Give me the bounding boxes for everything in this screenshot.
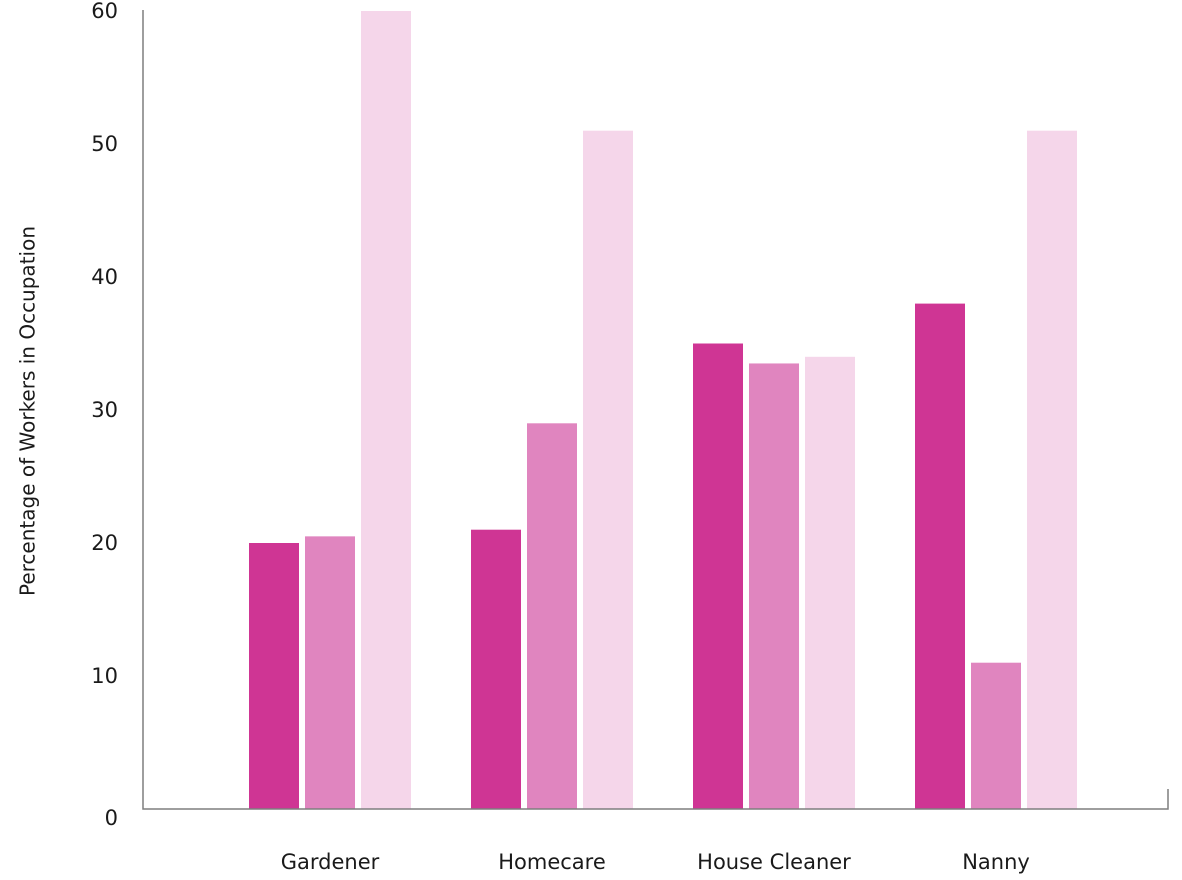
y-tick-label: 30 xyxy=(91,398,118,422)
bar-homecare-series-1 xyxy=(471,529,521,809)
x-tick-label: Gardener xyxy=(281,850,380,874)
y-tick-label: 20 xyxy=(91,531,118,555)
y-tick-labels: 0 10 20 30 40 50 60 xyxy=(91,0,118,830)
bar-gardener-series-1 xyxy=(249,543,299,809)
bar-gardener-series-3 xyxy=(361,11,411,809)
y-axis-title: Percentage of Workers in Occupation xyxy=(16,226,40,596)
bar-house-cleaner-series-3 xyxy=(805,356,855,809)
y-tick-label: 50 xyxy=(91,132,118,156)
axis-frame xyxy=(142,10,1169,810)
y-tick-label: 10 xyxy=(91,664,118,688)
y-tick-label: 40 xyxy=(91,265,118,289)
y-tick-label: 60 xyxy=(91,0,118,23)
x-tick-label: House Cleaner xyxy=(697,850,851,874)
bars-group xyxy=(249,11,1077,809)
bar-homecare-series-3 xyxy=(583,130,633,809)
bar-gardener-series-2 xyxy=(305,536,355,809)
bar-house-cleaner-series-1 xyxy=(693,343,743,809)
bar-nanny-series-2 xyxy=(971,662,1021,809)
x-tick-label: Nanny xyxy=(962,850,1030,874)
x-tick-label: Homecare xyxy=(498,850,606,874)
bar-nanny-series-3 xyxy=(1027,130,1077,809)
y-tick-label: 0 xyxy=(105,806,118,830)
bar-nanny-series-1 xyxy=(915,303,965,809)
x-tick-labels: Gardener Homecare House Cleaner Nanny xyxy=(281,850,1030,874)
bar-homecare-series-2 xyxy=(527,423,577,809)
bar-house-cleaner-series-2 xyxy=(749,363,799,809)
